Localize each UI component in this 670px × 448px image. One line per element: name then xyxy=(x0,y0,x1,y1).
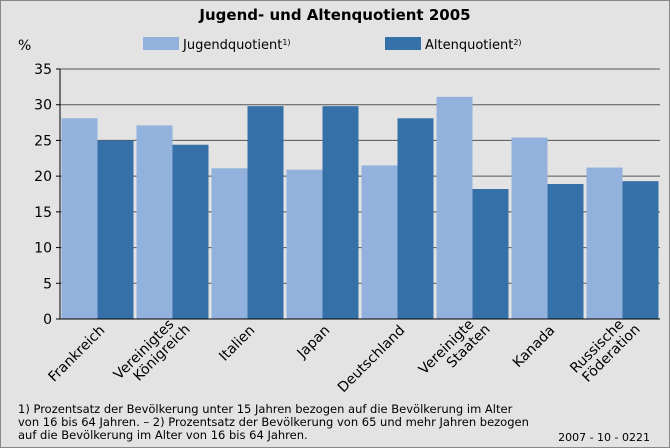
legend-swatch xyxy=(143,37,179,50)
bar xyxy=(322,106,359,320)
bar xyxy=(97,140,134,319)
bar xyxy=(397,118,434,320)
bar xyxy=(586,167,623,319)
footnote: von 16 bis 64 Jahren. – 2) Prozentsatz d… xyxy=(18,415,529,429)
source-code: 2007 - 10 - 0221 xyxy=(558,431,650,444)
bar xyxy=(136,125,173,319)
legend-note: 1) xyxy=(282,38,290,47)
legend-label: Altenquotient2) xyxy=(425,38,522,54)
bar xyxy=(211,168,248,319)
bar xyxy=(247,106,284,320)
y-tick-label: 20 xyxy=(34,169,52,185)
bar xyxy=(172,144,209,319)
bar xyxy=(436,96,473,319)
legend-label: Jugendquotient1) xyxy=(182,38,291,54)
y-axis-label: % xyxy=(18,38,31,54)
footnote: 1) Prozentsatz der Bevölkerung unter 15 … xyxy=(18,402,513,416)
y-tick-label: 10 xyxy=(34,241,52,257)
bar xyxy=(61,118,98,320)
y-tick-label: 15 xyxy=(34,205,52,221)
y-tick-label: 5 xyxy=(43,276,52,292)
chart-title: Jugend- und Altenquotient 2005 xyxy=(198,6,470,24)
bar xyxy=(286,169,323,319)
y-tick-label: 25 xyxy=(34,133,52,149)
bar xyxy=(511,137,548,319)
legend-name: Altenquotient xyxy=(425,38,513,53)
bar xyxy=(472,189,509,319)
y-tick-label: 30 xyxy=(34,98,52,114)
legend-note: 2) xyxy=(513,38,521,47)
footnote: auf die Bevölkerung im Alter von 16 bis … xyxy=(18,428,308,442)
bar xyxy=(361,165,398,319)
bar xyxy=(547,184,584,319)
bar xyxy=(622,181,659,319)
y-tick-label: 0 xyxy=(43,312,52,328)
y-tick-label: 35 xyxy=(34,62,52,78)
legend-name: Jugendquotient xyxy=(182,38,282,53)
legend-swatch xyxy=(385,37,421,50)
